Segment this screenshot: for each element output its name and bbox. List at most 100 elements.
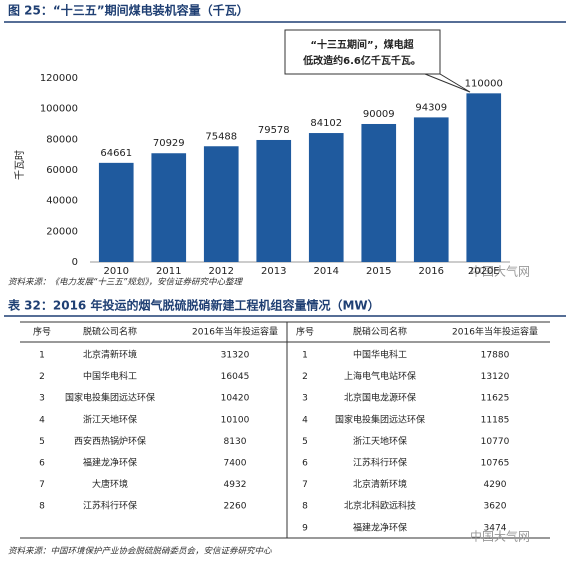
value-label: 84102: [310, 118, 342, 129]
table-cell: 3: [302, 394, 308, 404]
value-label: 70929: [153, 138, 185, 149]
callout-pointer: [424, 73, 471, 93]
value-label: 90009: [363, 109, 395, 120]
table-cell: 10420: [221, 394, 250, 404]
value-label: 75488: [205, 131, 237, 142]
table-cell: 6: [39, 459, 45, 469]
table-source: 资料来源：中国环境保护产业协会脱硫脱硝委员会，安信证券研究中心: [8, 546, 272, 557]
table-cell: 江苏科行环保: [353, 457, 407, 469]
table-cell: 国家电投集团远达环保: [335, 413, 425, 425]
table-cell: 11185: [481, 415, 510, 425]
watermark: 中国大气网: [470, 264, 530, 279]
x-tick-label: 2015: [366, 266, 391, 277]
table-cell: 浙江天地环保: [353, 435, 407, 447]
table-cell: 7400: [224, 459, 247, 469]
table-cell: 浙江天地环保: [83, 413, 137, 425]
bar: [413, 117, 449, 262]
table-cell: 8130: [224, 437, 247, 447]
table-cell: 11625: [481, 394, 510, 404]
chart-source: 资料来源：《电力发展“十三五”规划》，安信证券研究中心整理: [8, 277, 244, 288]
table-header: 序号: [296, 326, 314, 338]
value-label: 94309: [415, 102, 447, 113]
table-cell: 北京国电龙源环保: [344, 392, 416, 404]
bar: [361, 123, 397, 262]
table-cell: 国家电投集团远达环保: [65, 392, 155, 404]
table-cell: 1: [39, 351, 45, 361]
callout-line: “十三五期间”，煤电超: [310, 38, 414, 51]
table-cell: 9: [302, 523, 308, 533]
y-axis-label: 千瓦时: [14, 150, 26, 180]
table-cell: 北京清新环境: [83, 349, 137, 361]
y-tick-label: 60000: [46, 165, 78, 176]
table-cell: 上海电气电站环保: [344, 370, 416, 382]
watermark: 中国大气网: [470, 529, 530, 544]
table-cell: 大唐环境: [92, 478, 128, 490]
table-cell: 4290: [484, 480, 507, 490]
table-cell: 4932: [224, 480, 247, 490]
table-header: 序号: [33, 326, 51, 338]
table-cell: 17880: [481, 351, 510, 361]
table-cell: 8: [302, 502, 308, 512]
value-label: 64661: [100, 148, 132, 159]
table-cell: 江苏科行环保: [83, 500, 137, 512]
table-cell: 1: [302, 351, 308, 361]
bar: [151, 153, 187, 262]
table-cell: 8: [39, 502, 45, 512]
table-header: 脱硫公司名称: [83, 326, 137, 338]
callout-line: 低改造约6.6亿千瓦千瓦。: [302, 54, 421, 67]
table-cell: 中国华电科工: [353, 349, 407, 361]
table-cell: 7: [39, 480, 45, 490]
y-tick-label: 80000: [46, 134, 78, 145]
table-cell: 10100: [221, 415, 250, 425]
table-cell: 5: [302, 437, 308, 447]
x-tick-label: 2016: [419, 266, 444, 277]
x-tick-label: 2011: [156, 266, 181, 277]
table-cell: 福建龙净环保: [83, 457, 137, 469]
y-tick-label: 120000: [40, 73, 78, 84]
callout-box: [284, 29, 441, 75]
table-cell: 10765: [481, 459, 510, 469]
value-label: 79578: [258, 125, 290, 136]
table-cell: 2: [39, 372, 45, 382]
table-cell: 10770: [481, 437, 510, 447]
bar: [203, 146, 239, 262]
table-cell: 3474: [484, 523, 507, 533]
bar: [466, 93, 502, 262]
table-cell: 16045: [221, 372, 250, 382]
x-tick-label: 2013: [261, 266, 286, 277]
table-cell: 3620: [484, 502, 507, 512]
table-cell: 北京清新环境: [353, 478, 407, 490]
table-title: 表 32：2016 年投运的烟气脱硫脱硝新建工程机组容量情况（MW）: [7, 298, 380, 313]
table-cell: 7: [302, 480, 308, 490]
table-cell: 3: [39, 394, 45, 404]
bar: [98, 162, 134, 262]
table-cell: 5: [39, 437, 45, 447]
table-cell: 4: [39, 415, 45, 425]
table-header: 2016年当年投运容量: [452, 326, 538, 338]
table-cell: 福建龙净环保: [353, 521, 407, 533]
x-tick-label: 2012: [209, 266, 234, 277]
y-tick-label: 100000: [40, 104, 78, 115]
x-tick-label: 2010: [104, 266, 129, 277]
figure-title: 图 25：“十三五”期间煤电装机容量（千瓦）: [8, 3, 249, 18]
table-cell: 2: [302, 372, 308, 382]
table-cell: 中国华电科工: [83, 370, 137, 382]
table-cell: 西安西热锅炉环保: [74, 435, 146, 447]
table-cell: 6: [302, 459, 308, 469]
bar: [256, 139, 292, 262]
value-label: 110000: [465, 78, 503, 89]
y-tick-label: 20000: [46, 226, 78, 237]
table-cell: 31320: [221, 351, 250, 361]
table-header: 2016年当年投运容量: [192, 326, 278, 338]
y-tick-label: 0: [72, 257, 78, 268]
table-cell: 北京北科欧远科技: [344, 500, 416, 512]
table-cell: 13120: [481, 372, 510, 382]
x-tick-label: 2020E: [468, 266, 500, 277]
table-cell: 2260: [224, 502, 247, 512]
x-tick-label: 2014: [314, 266, 339, 277]
table-cell: 4: [302, 415, 308, 425]
y-tick-label: 40000: [46, 196, 78, 207]
bar: [308, 133, 344, 262]
table-header: 脱硝公司名称: [353, 326, 407, 338]
